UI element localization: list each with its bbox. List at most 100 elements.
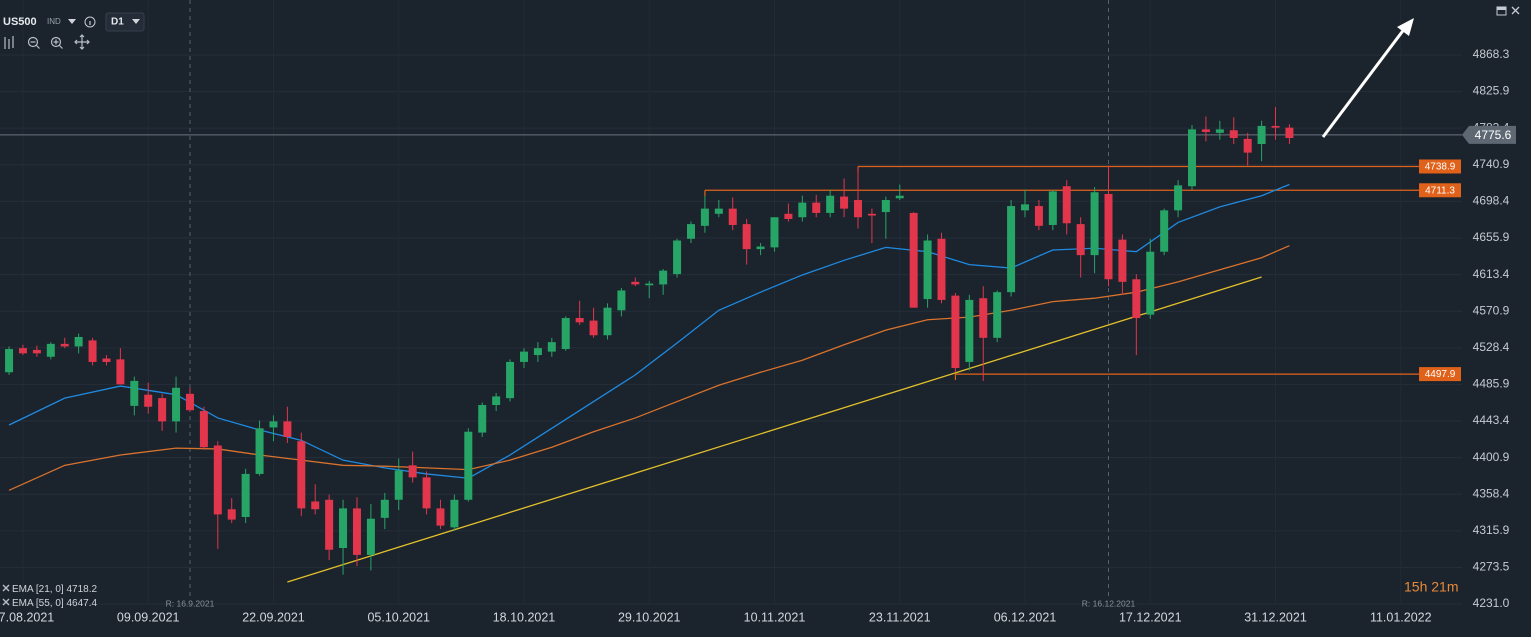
candle-body	[686, 224, 695, 239]
candle-body	[631, 281, 640, 285]
candle-body	[589, 320, 598, 336]
zoom-out-glyph	[30, 41, 40, 49]
candle-body	[853, 200, 862, 218]
candle-body	[826, 195, 835, 213]
candle-body	[297, 441, 306, 509]
timeframe-box[interactable]	[105, 12, 145, 32]
level-label-box	[1419, 183, 1461, 198]
y-tick-label: 4825.9	[1473, 84, 1510, 98]
candle-body	[339, 508, 348, 549]
toolbar: US500 IND D1	[3, 6, 1520, 50]
symbol-dropdown[interactable]	[68, 19, 76, 24]
candle-body	[1007, 206, 1016, 293]
candle-body	[700, 208, 709, 226]
candle-body	[1257, 125, 1266, 145]
legend-value: 4647.4	[66, 598, 97, 609]
candle-body	[227, 509, 236, 520]
candle-body	[436, 508, 445, 526]
candle-body	[1021, 204, 1030, 211]
candle-body	[1215, 129, 1224, 133]
x-tick-label: 29.10.2021	[618, 610, 681, 624]
candle-body	[575, 318, 584, 323]
candle-body	[909, 212, 918, 308]
candle-body	[1174, 185, 1183, 211]
candle-body	[561, 318, 570, 350]
candle-body	[1118, 239, 1127, 282]
y-tick-label: 4231.0	[1473, 596, 1510, 610]
candle-body	[5, 349, 14, 373]
candle-body	[185, 393, 194, 411]
candle-body	[617, 290, 626, 311]
timeframe[interactable]: D1	[111, 17, 124, 28]
candle-body	[60, 343, 69, 347]
y-tick-label: 4485.9	[1473, 377, 1510, 391]
candle-body	[283, 421, 292, 437]
info-icon[interactable]	[84, 16, 96, 28]
legend-remove-icon[interactable]	[2, 584, 10, 592]
candle-body	[1076, 224, 1085, 256]
candle-body	[366, 518, 375, 555]
y-tick-label: 4528.4	[1473, 340, 1510, 354]
candle-body	[130, 380, 139, 406]
zoom-in-glyph	[53, 39, 63, 49]
x-tick-label: 23.11.2021	[869, 610, 931, 624]
candle-body	[645, 283, 654, 286]
candle-countdown: 15h 21m	[1404, 579, 1458, 595]
candle-body	[18, 348, 27, 354]
x-tick-label: 27.08.2021	[0, 610, 54, 624]
candle-body	[1062, 186, 1071, 224]
legend: EMA [21, 0] 4718.2 EMA [55, 0] 4647.4	[2, 584, 98, 609]
y-tick-label: 4613.4	[1473, 267, 1510, 281]
x-tick-label: 09.09.2021	[117, 610, 180, 624]
x-tick-label: 11.01.2022	[1370, 610, 1432, 624]
y-tick-label: 4400.9	[1473, 450, 1510, 464]
candle-body	[241, 473, 250, 518]
level-label: 4738.9	[1425, 162, 1456, 173]
candle-body	[478, 405, 487, 433]
candle-body	[770, 217, 779, 248]
candle-body	[533, 348, 542, 356]
y-tick-label: 4698.4	[1473, 194, 1510, 208]
symbol[interactable]: US500	[3, 16, 37, 28]
zoom-in-icon[interactable]	[50, 36, 62, 48]
candle-body	[255, 428, 264, 474]
candle-body	[450, 499, 459, 528]
candle-body	[325, 499, 334, 550]
candle-body	[422, 477, 431, 509]
candle-body	[199, 411, 208, 448]
market: IND	[47, 17, 61, 26]
pan-icon[interactable]	[74, 34, 90, 50]
arrow-shaft	[1321, 27, 1407, 138]
candle-body	[1285, 127, 1294, 138]
legend-remove-icon[interactable]	[2, 598, 10, 606]
timeframe-dropdown[interactable]	[132, 19, 140, 24]
legend-entry: EMA [55, 0] 4647.4	[12, 598, 98, 609]
y-tick-label: 4740.9	[1473, 157, 1510, 171]
chart-type-icon[interactable]	[4, 36, 14, 49]
candle-body	[714, 208, 723, 214]
candle-body	[1146, 251, 1155, 315]
candle-body	[380, 499, 389, 518]
candle-body	[881, 200, 890, 213]
y-tick-label: 4315.9	[1473, 523, 1510, 537]
candle-body	[673, 240, 682, 275]
candle-body	[213, 445, 222, 515]
zoom-out-icon[interactable]	[27, 36, 39, 48]
candle-body	[937, 238, 946, 300]
close-icon[interactable]	[1511, 6, 1520, 15]
tool-icons	[4, 34, 90, 50]
candle-body	[812, 202, 821, 213]
candle-body	[88, 340, 97, 362]
candle-body	[172, 387, 181, 422]
legend-value: 4718.2	[66, 584, 97, 595]
candle-body	[867, 213, 876, 216]
x-tick-label: 31.12.2021	[1244, 610, 1307, 624]
legend-name: EMA [55, 0]	[12, 598, 64, 609]
candle-body	[1132, 279, 1141, 319]
legend-name: EMA [21, 0]	[12, 584, 64, 595]
x-tick-label: 17.12.2021	[1119, 610, 1182, 624]
marker-label: R: 16.12.2021	[1082, 598, 1136, 608]
level-label-box	[1419, 159, 1461, 174]
candle-body	[840, 196, 849, 209]
